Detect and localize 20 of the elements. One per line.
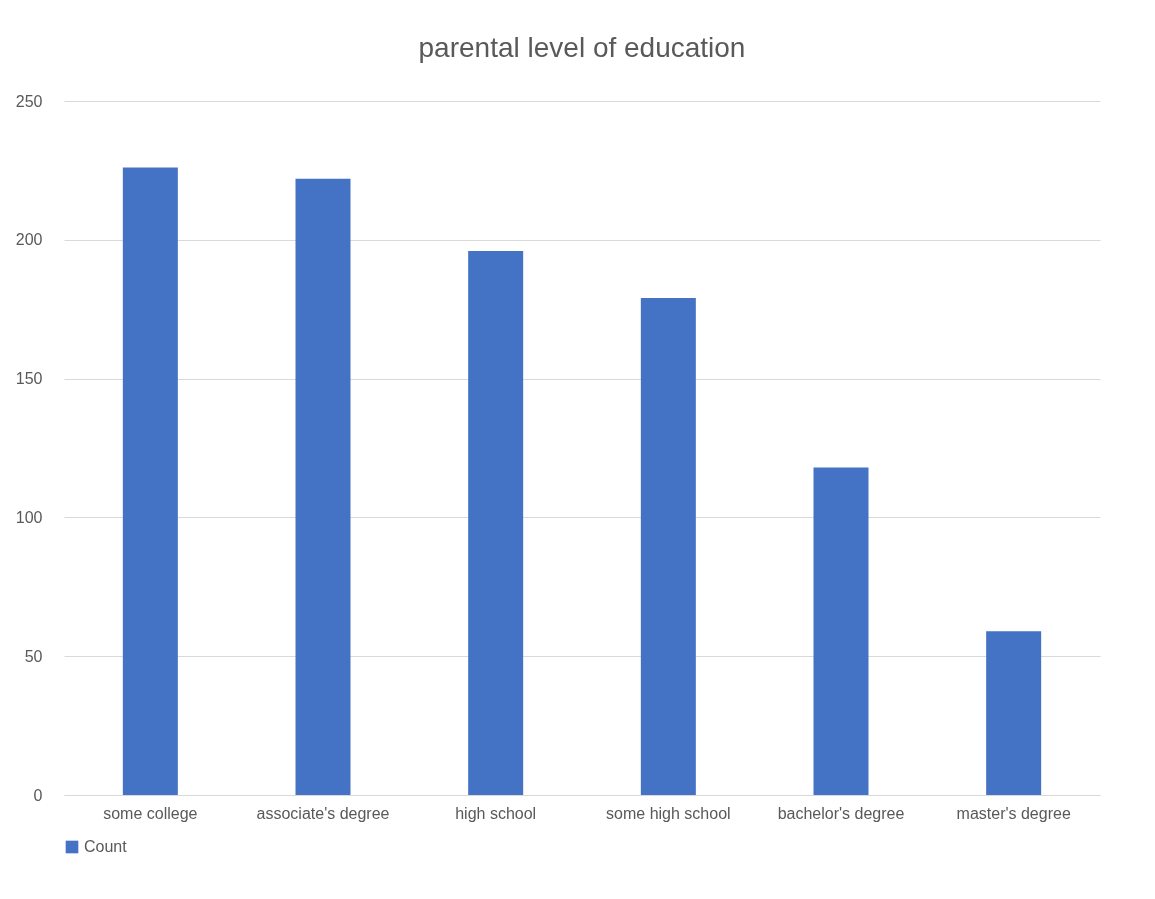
x-tick-label: some high school — [606, 804, 731, 822]
y-tick-label: 150 — [15, 370, 43, 388]
bar — [813, 467, 869, 795]
bar — [986, 631, 1042, 795]
x-tick-label: bachelor's degree — [777, 804, 905, 822]
bar — [295, 178, 351, 795]
y-tick-label: 100 — [15, 508, 43, 526]
bar — [640, 298, 696, 795]
bar — [468, 250, 524, 795]
y-tick-label: 200 — [15, 231, 43, 249]
y-tick-label: 0 — [33, 786, 43, 804]
x-tick-label: high school — [455, 804, 537, 822]
x-tick-label: associate's degree — [256, 804, 390, 822]
y-tick-label: 50 — [24, 647, 43, 665]
bar — [122, 167, 178, 795]
chart-title: parental level of education — [418, 32, 746, 63]
x-tick-label: some college — [103, 804, 198, 822]
y-tick-label: 250 — [15, 92, 43, 110]
x-tick-label: master's degree — [956, 804, 1071, 822]
legend-label: Count — [84, 838, 128, 855]
